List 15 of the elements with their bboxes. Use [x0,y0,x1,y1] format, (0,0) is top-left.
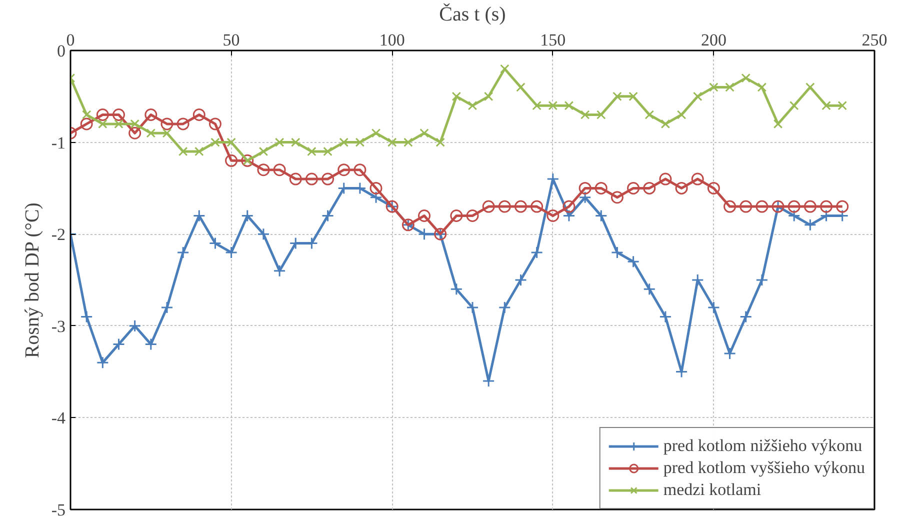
y-tick-label: -2 [51,225,66,244]
y-tick-label: -4 [51,408,66,428]
y-axis-title: Rosný bod DP (°C) [21,202,44,358]
y-tick-label: -1 [51,133,66,152]
x-tick-label: 150 [540,30,566,50]
x-tick-label: 100 [379,30,405,50]
x-tick-label: 50 [222,30,240,50]
x-tick-label: 250 [862,30,888,50]
x-tick-label: 200 [700,30,726,50]
legend-label: pred kotlom nižšieho výkonu [663,436,862,456]
legend-label: medzi kotlami [663,480,762,500]
y-tick-label: -5 [51,500,66,520]
y-tick-label: -3 [51,316,66,336]
legend-label: pred kotlom vyššieho výkonu [663,458,865,478]
x-axis-title: Čas t (s) [439,2,506,26]
